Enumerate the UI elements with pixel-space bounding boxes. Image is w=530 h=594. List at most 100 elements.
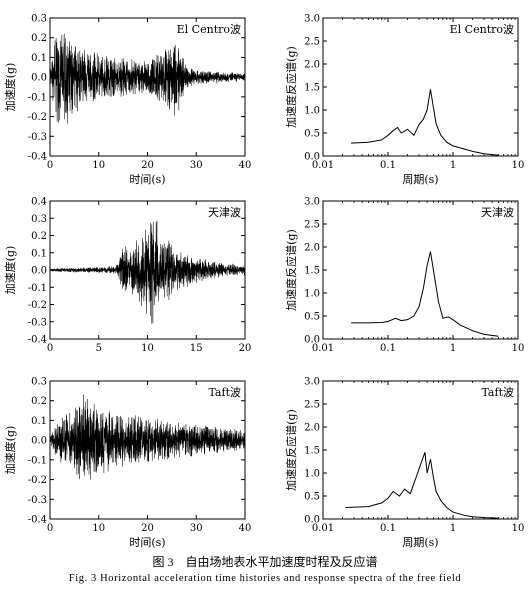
y-axis-label: 加速度反应谱(g) bbox=[284, 409, 298, 491]
x-tick-label: 1 bbox=[450, 343, 456, 354]
x-tick-label: 5 bbox=[96, 343, 102, 354]
y-tick-label: 0.0 bbox=[31, 73, 47, 84]
y-tick-label: -0.1 bbox=[28, 455, 47, 466]
x-tick-label: 10 bbox=[141, 343, 154, 354]
x-tick-label: 0 bbox=[47, 160, 53, 171]
plot-frame bbox=[322, 200, 519, 340]
chart-label: Taft波 bbox=[208, 386, 241, 399]
x-tick-label: 10 bbox=[92, 523, 105, 534]
x-tick-label: 0.1 bbox=[380, 343, 396, 354]
y-tick-label: -0.3 bbox=[28, 317, 47, 328]
x-tick-label: 0 bbox=[47, 343, 53, 354]
chart-label: 天津波 bbox=[481, 206, 514, 219]
x-axis-label: 时间(s) bbox=[129, 536, 165, 549]
y-tick-label: 0.1 bbox=[31, 53, 47, 64]
x-tick-label: 1 bbox=[450, 523, 456, 534]
y-tick-label: -0.1 bbox=[28, 283, 47, 294]
series-line bbox=[49, 220, 246, 324]
x-axis-label: 周期(s) bbox=[402, 173, 438, 186]
y-axis-label: 加速度反应谱(g) bbox=[284, 46, 298, 128]
y-tick-label: 2.0 bbox=[304, 423, 320, 434]
y-tick-label: 0.0 bbox=[31, 266, 47, 277]
series-line bbox=[49, 394, 246, 480]
x-tick-label: 20 bbox=[141, 523, 154, 534]
y-tick-label: -0.2 bbox=[28, 475, 47, 486]
y-tick-label: 1.5 bbox=[304, 83, 320, 94]
y-tick-label: 0.4 bbox=[31, 197, 47, 208]
x-tick-label: 10 bbox=[512, 160, 525, 171]
chart-panel-1: -0.4 -0.3 -0.2 -0.1 0.0 0.1 0.2 0.3 0 10 20 30 40 El … bbox=[3, 14, 251, 187]
y-tick-label: 0.5 bbox=[304, 129, 320, 140]
series-line bbox=[49, 33, 246, 124]
x-tick-label: 1 bbox=[450, 160, 456, 171]
y-tick-label: 2.0 bbox=[304, 60, 320, 71]
y-tick-label: 1.0 bbox=[304, 469, 320, 480]
y-axis-label: 加速度(g) bbox=[3, 63, 17, 112]
x-tick-label: 20 bbox=[141, 160, 154, 171]
y-tick-label: 0.3 bbox=[31, 214, 47, 225]
x-axis-label: 周期(s) bbox=[402, 536, 438, 549]
y-tick-label: 0.2 bbox=[31, 231, 47, 242]
x-tick-label: 0.01 bbox=[312, 160, 334, 171]
y-tick-label: 0.1 bbox=[31, 416, 47, 427]
chart-panel-2: 0.0 0.5 1.0 1.5 2.0 2.5 3.0 0.01 0.1 1 10 El Centro… bbox=[284, 14, 524, 187]
y-tick-label: 3.0 bbox=[304, 14, 320, 25]
x-tick-label: 30 bbox=[190, 160, 203, 171]
chart-panel-3: -0.4 -0.3 -0.2 -0.1 0.0 0.1 0.2 0.3 0.4 0 5 10 15 20 天… bbox=[3, 197, 251, 355]
x-tick-label: 40 bbox=[239, 160, 252, 171]
chart-label: El Centro波 bbox=[450, 23, 514, 36]
chart-label: 天津波 bbox=[208, 206, 241, 219]
y-tick-label: 2.0 bbox=[304, 243, 320, 254]
y-tick-label: 2.5 bbox=[304, 220, 320, 231]
chart-label: Taft波 bbox=[481, 386, 514, 399]
plot-frame bbox=[322, 17, 519, 157]
y-axis-label: 加速度反应谱(g) bbox=[284, 229, 298, 311]
figure-caption-english: Fig. 3 Horizontal acceleration time hist… bbox=[68, 573, 462, 584]
y-axis-label: 加速度(g) bbox=[3, 426, 17, 475]
figure-caption-chinese: 图 3 自由场地表水平加速度时程及反应谱 bbox=[152, 555, 378, 569]
x-tick-label: 30 bbox=[190, 523, 203, 534]
plot-frame bbox=[322, 380, 519, 520]
y-tick-label: -0.2 bbox=[28, 300, 47, 311]
x-tick-label: 0.01 bbox=[312, 343, 334, 354]
x-tick-label: 0 bbox=[47, 523, 53, 534]
x-axis-label: 时间(s) bbox=[129, 173, 165, 186]
x-tick-label: 10 bbox=[92, 160, 105, 171]
y-tick-label: 0.5 bbox=[304, 312, 320, 323]
y-tick-label: 0.0 bbox=[304, 152, 320, 163]
y-tick-label: 0.2 bbox=[31, 33, 47, 44]
x-tick-label: 20 bbox=[239, 343, 252, 354]
x-tick-label: 0.01 bbox=[312, 523, 334, 534]
y-tick-label: 2.5 bbox=[304, 37, 320, 48]
chart-panel-5: -0.4 -0.3 -0.2 -0.1 0.0 0.1 0.2 0.3 0 10 20 30 40 Taf… bbox=[3, 377, 251, 550]
y-tick-label: 3.0 bbox=[304, 377, 320, 388]
chart-panel-4: 0.0 0.5 1.0 1.5 2.0 2.5 3.0 0.01 0.1 1 10 天津波加速度反应谱… bbox=[284, 197, 524, 355]
y-tick-label: 0.3 bbox=[31, 377, 47, 388]
y-tick-label: -0.1 bbox=[28, 92, 47, 103]
y-axis-label: 加速度(g) bbox=[3, 246, 17, 295]
x-tick-label: 0.1 bbox=[380, 160, 396, 171]
y-tick-label: 0.0 bbox=[304, 335, 320, 346]
chart-label: El Centro波 bbox=[177, 23, 241, 36]
x-tick-label: 40 bbox=[239, 523, 252, 534]
y-tick-label: 0.1 bbox=[31, 248, 47, 259]
y-tick-label: 1.0 bbox=[304, 289, 320, 300]
series-line bbox=[351, 89, 499, 156]
y-tick-label: -0.2 bbox=[28, 112, 47, 123]
y-tick-label: 3.0 bbox=[304, 197, 320, 208]
y-tick-label: -0.4 bbox=[28, 515, 47, 526]
y-tick-label: 0.0 bbox=[304, 515, 320, 526]
chart-panel-6: 0.0 0.5 1.0 1.5 2.0 2.5 3.0 0.01 0.1 1 10 Taft波周期(s… bbox=[284, 377, 524, 550]
y-tick-label: 1.0 bbox=[304, 106, 320, 117]
y-tick-label: 1.5 bbox=[304, 266, 320, 277]
y-tick-label: 1.5 bbox=[304, 446, 320, 457]
x-tick-label: 10 bbox=[512, 523, 525, 534]
x-tick-label: 15 bbox=[190, 343, 203, 354]
x-tick-label: 10 bbox=[512, 343, 525, 354]
y-tick-label: -0.4 bbox=[28, 152, 47, 163]
y-tick-label: -0.4 bbox=[28, 335, 47, 346]
y-tick-label: 0.3 bbox=[31, 14, 47, 25]
series-line bbox=[351, 251, 499, 337]
series-line bbox=[345, 452, 499, 519]
